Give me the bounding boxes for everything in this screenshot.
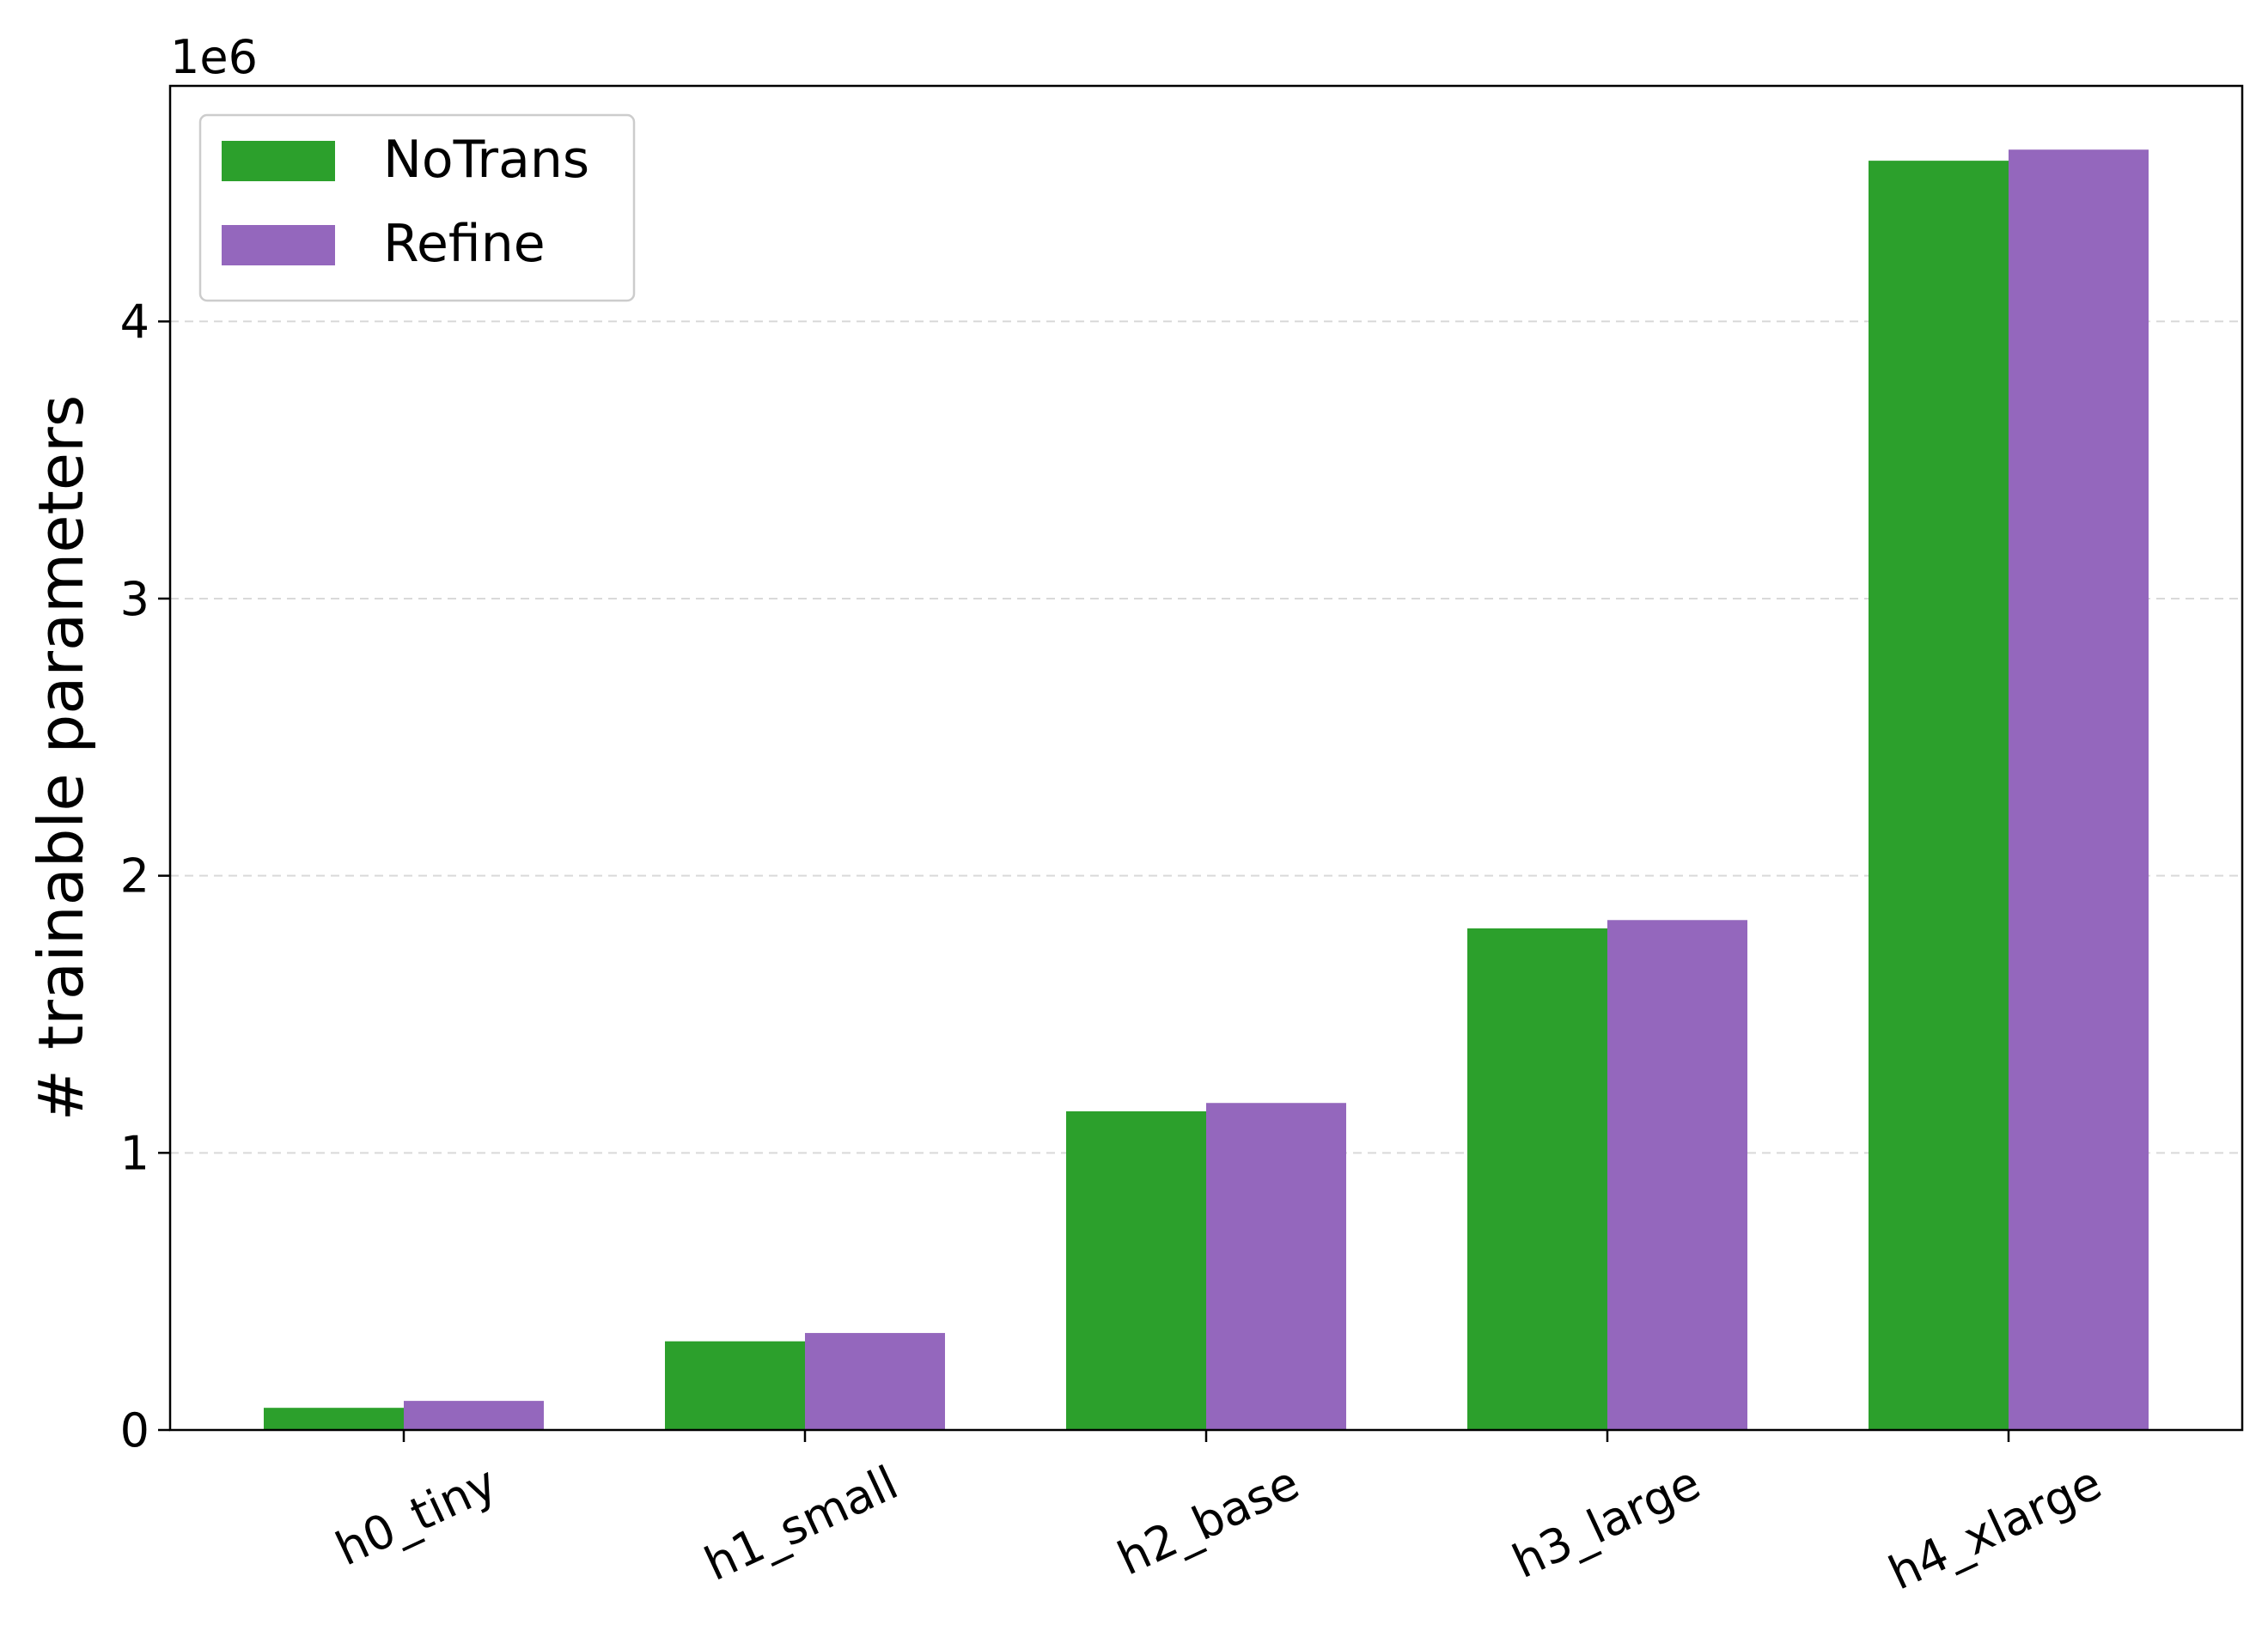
y-tick-label: 1 xyxy=(120,1126,149,1180)
y-tick-label: 2 xyxy=(120,849,149,904)
bar-notrans-h0_tiny xyxy=(264,1408,404,1430)
bar-refine-h3_large xyxy=(1607,920,1747,1430)
bar-refine-h1_small xyxy=(805,1333,945,1430)
y-tick-label: 0 xyxy=(120,1403,149,1457)
y-tick-label: 3 xyxy=(120,572,149,626)
bar-notrans-h4_xlarge xyxy=(1869,161,2009,1430)
bar-refine-h0_tiny xyxy=(404,1401,544,1430)
bar-refine-h4_xlarge xyxy=(2009,149,2149,1430)
legend-swatch-notrans xyxy=(222,141,335,181)
bar-refine-h2_base xyxy=(1206,1103,1346,1430)
legend: NoTrans Refine xyxy=(198,113,636,302)
y-axis: 0 1 2 3 4 xyxy=(120,295,170,1457)
y-tick-label: 4 xyxy=(120,295,149,349)
bar-notrans-h2_base xyxy=(1066,1110,1206,1430)
y-axis-title: # trainable parameters xyxy=(25,395,97,1121)
legend-swatch-refine xyxy=(222,225,335,265)
legend-label-refine: Refine xyxy=(383,214,546,274)
y-axis-offset-text: 1e6 xyxy=(170,30,258,84)
bars xyxy=(264,149,2149,1430)
bar-notrans-h1_small xyxy=(665,1341,805,1430)
bar-notrans-h3_large xyxy=(1467,928,1607,1430)
legend-label-notrans: NoTrans xyxy=(383,130,589,190)
